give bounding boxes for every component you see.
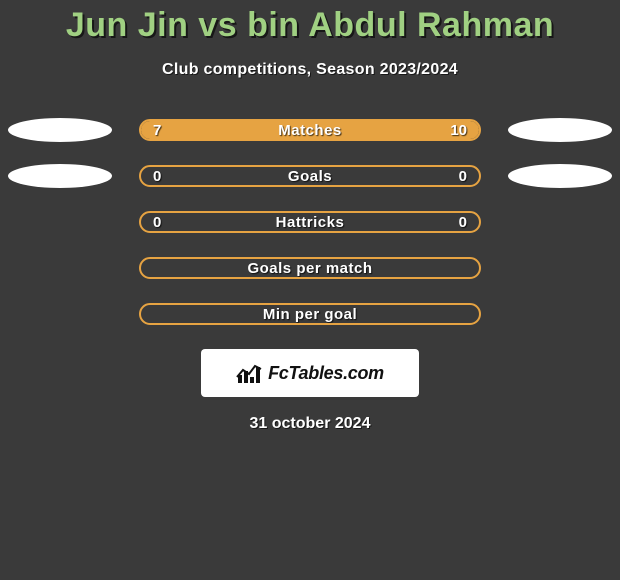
page-title: Jun Jin vs bin Abdul Rahman [0,6,620,45]
stat-bar: Goals per match [139,257,481,279]
chart-icon [236,363,262,383]
stat-label: Goals [141,167,479,185]
stat-row: 710Matches [0,119,620,141]
stat-label: Matches [141,121,479,139]
stat-bar: 00Hattricks [139,211,481,233]
date-label: 31 october 2024 [0,415,620,433]
stat-bar: 00Goals [139,165,481,187]
stat-row: 00Goals [0,165,620,187]
stat-rows: 710Matches 00Goals 00Hattricks Goals per ma… [0,119,620,325]
player-right-blob [508,164,612,188]
stat-bar: 710Matches [139,119,481,141]
source-logo[interactable]: FcTables.com [201,349,419,397]
player-right-blob [508,118,612,142]
stat-row: Goals per match [0,257,620,279]
stat-bar: Min per goal [139,303,481,325]
player-left-blob [8,118,112,142]
player-left-blob [8,164,112,188]
comparison-card: Jun Jin vs bin Abdul Rahman Club competi… [0,0,620,433]
subtitle: Club competitions, Season 2023/2024 [0,61,620,79]
stat-label: Min per goal [141,305,479,323]
logo-text: FcTables.com [268,363,384,384]
stat-label: Hattricks [141,213,479,231]
stat-label: Goals per match [141,259,479,277]
stat-row: 00Hattricks [0,211,620,233]
stat-row: Min per goal [0,303,620,325]
